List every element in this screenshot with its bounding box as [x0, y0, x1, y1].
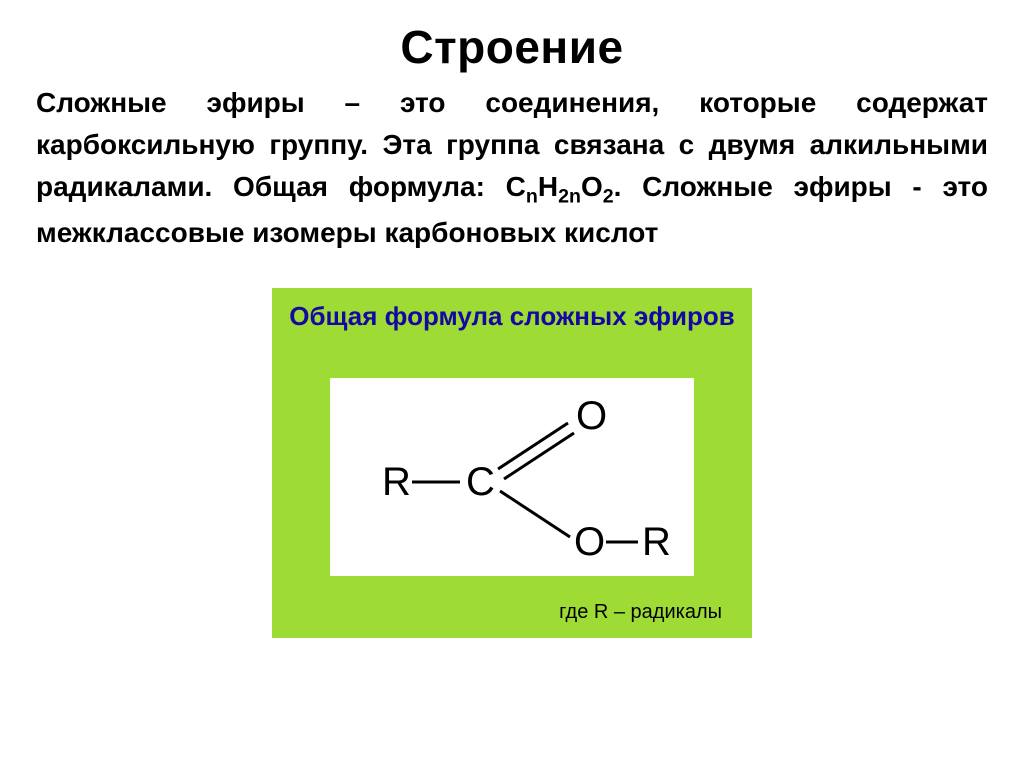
bond-c-otop-2: [504, 433, 574, 479]
ester-structure: R C O O R: [352, 387, 672, 567]
diagram-title: Общая формула сложных эфиров: [272, 300, 752, 333]
formula-diagram: Общая формула сложных эфиров R C O O: [272, 288, 752, 638]
diagram-caption: где R – радикалы: [559, 601, 722, 624]
atom-r1: R: [382, 460, 411, 504]
atom-c: C: [466, 460, 495, 504]
slide-title: Строение: [36, 20, 988, 74]
atom-o-right: O: [574, 520, 605, 564]
structure-box: R C O O R: [330, 378, 694, 576]
atom-o-top: O: [576, 394, 607, 438]
general-formula: CnH2nO2: [506, 171, 614, 202]
atom-r2: R: [642, 520, 671, 564]
bond-c-otop-1: [498, 423, 568, 469]
bond-c-oright: [500, 491, 570, 537]
body-paragraph: Сложные эфиры – это соединения, которые …: [36, 82, 988, 254]
